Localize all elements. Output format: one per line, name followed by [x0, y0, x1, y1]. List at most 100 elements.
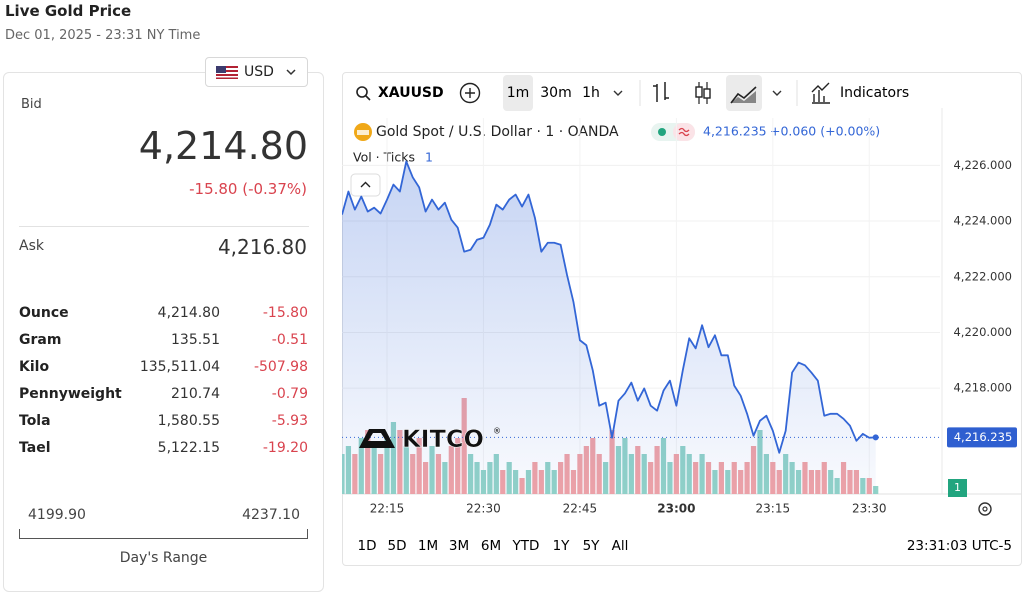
currency-dropdown[interactable]: USD — [205, 57, 308, 87]
chart: XAUUSD 1m 30m 1h Indicators Gold Spot / U.… — [342, 75, 1022, 554]
intervals: 1m 30m 1h — [507, 85, 600, 101]
volume-title: Vol · Ticks — [353, 150, 415, 165]
x-tick-label: 23:15 — [756, 502, 791, 516]
settings-icon-center — [982, 506, 988, 512]
market-status-badge — [673, 123, 695, 141]
x-tick-label: 22:30 — [466, 502, 501, 516]
bid-price: 4,214.80 — [138, 124, 308, 168]
symbol[interactable]: XAUUSD — [378, 85, 444, 101]
unit-price: 210.74 — [171, 386, 220, 402]
x-tick-label: 23:00 — [657, 502, 695, 516]
collapse-legend[interactable] — [350, 173, 381, 197]
area-icon[interactable] — [730, 86, 757, 104]
unit-row: Tola 1,580.55 -5.93 — [19, 413, 308, 433]
bid-label: Bid — [21, 97, 42, 112]
period-button[interactable]: 1Y — [553, 538, 571, 554]
clock: 23:31:03 UTC-5 — [907, 538, 1012, 554]
flag-stripe — [216, 76, 238, 78]
currency-label: USD — [244, 64, 274, 80]
compare-button[interactable] — [459, 82, 481, 104]
period-button[interactable]: 5D — [388, 538, 407, 554]
search-icon[interactable] — [356, 86, 368, 98]
x-tick-label: 22:45 — [563, 502, 598, 516]
unit-change: -15.80 — [262, 305, 308, 321]
x-tick-label: 22:15 — [370, 502, 405, 516]
unit-change: -19.20 — [262, 440, 308, 456]
plus-icon — [465, 88, 475, 98]
chart-style-selected-bg — [726, 75, 762, 111]
period-button[interactable]: 1D — [358, 538, 377, 554]
x-tick-label: 23:30 — [852, 502, 887, 516]
area-icon-fill — [731, 91, 756, 103]
y-tick-label: 4,222.000 — [953, 269, 1012, 283]
interval-chevron[interactable] — [613, 90, 623, 96]
flag-canton — [216, 66, 226, 73]
unit-change: -507.98 — [253, 359, 308, 375]
ask-price: 4,216.80 — [217, 235, 307, 259]
unit-price: 4,214.80 — [157, 305, 220, 321]
search-icon-handle — [365, 95, 371, 101]
unit-price: 135,511.04 — [139, 359, 220, 375]
interval-button[interactable]: 30m — [540, 85, 571, 101]
unit-name: Tola — [19, 413, 51, 429]
price-area — [342, 161, 876, 494]
series-title: Gold Spot / U.S. Dollar · 1 · OANDA — [376, 124, 619, 140]
unit-name: Ounce — [19, 305, 69, 321]
unit-change: -5.93 — [271, 413, 308, 429]
interval-button[interactable]: 1m — [507, 85, 530, 101]
range-low: 4199.90 — [28, 507, 86, 523]
y-tick-label: 4,224.000 — [953, 214, 1012, 228]
ask-label: Ask — [19, 238, 44, 254]
page: Live Gold Price html, body { margin: 0; … — [3, 2, 1022, 592]
unit-name: Tael — [19, 440, 51, 456]
bar-style-icon[interactable] — [653, 82, 669, 102]
unit-change: -0.79 — [271, 386, 308, 402]
price-tag-label: 4,216.235 — [954, 430, 1013, 444]
divider — [19, 226, 309, 227]
price-tag — [947, 427, 1017, 448]
volume-value: 1 — [425, 150, 433, 165]
bid-change: -15.80 (-0.37%) — [189, 180, 307, 198]
y-tick-label: 4,220.000 — [953, 325, 1012, 339]
y-tick-label: 4,218.000 — [953, 381, 1012, 395]
unit-row: Pennyweight 210.74 -0.79 — [19, 386, 308, 406]
page-title: Live Gold Price — [5, 2, 132, 20]
unit-change: -0.51 — [271, 332, 308, 348]
indicators-button[interactable]: Indicators — [840, 85, 909, 101]
period-button[interactable]: 5Y — [583, 538, 601, 554]
interval-selected-bg — [503, 75, 533, 111]
status-dot — [658, 128, 666, 136]
watermark: KITCO ® — [359, 425, 501, 453]
style-chevron[interactable] — [772, 90, 782, 96]
currency-dropdown-icons — [216, 66, 296, 79]
period-button[interactable]: YTD — [512, 538, 540, 554]
logo-icon — [359, 429, 395, 448]
interval-button[interactable]: 1h — [582, 85, 600, 101]
indicators-icon[interactable] — [811, 82, 830, 104]
period-button[interactable]: 3M — [449, 538, 469, 554]
chevron — [286, 69, 296, 76]
settings-icon[interactable] — [978, 502, 992, 516]
unit-name: Gram — [19, 332, 62, 348]
collapse-chevron — [360, 181, 371, 188]
volume-tag-label: 1 — [954, 481, 961, 494]
flag-stripe — [216, 68, 238, 70]
unit-price: 135.51 — [171, 332, 220, 348]
toolbar: XAUUSD 1m 30m 1h Indicators — [356, 75, 909, 111]
period-button[interactable]: All — [612, 538, 629, 554]
settings[interactable] — [978, 502, 992, 516]
symbol-logo-bar — [357, 130, 369, 135]
body: {"header": {"title": "Live Gold Price", … — [3, 2, 1022, 592]
period-button[interactable]: 1M — [418, 538, 438, 554]
candle-icon[interactable] — [703, 88, 711, 99]
range-high: 4237.10 — [242, 507, 300, 523]
last-price-dot — [872, 434, 879, 441]
candle-icon[interactable] — [695, 86, 703, 98]
unit-row: Ounce 4,214.80 -15.80 — [19, 305, 308, 325]
unit-price: 5,122.15 — [157, 440, 220, 456]
period-button[interactable]: 6M — [481, 538, 501, 554]
logo-text: KITCO — [402, 425, 484, 453]
unit-name: Kilo — [19, 359, 50, 375]
legend-price: 4,216.235 — [703, 124, 767, 139]
price-line — [342, 160, 876, 454]
